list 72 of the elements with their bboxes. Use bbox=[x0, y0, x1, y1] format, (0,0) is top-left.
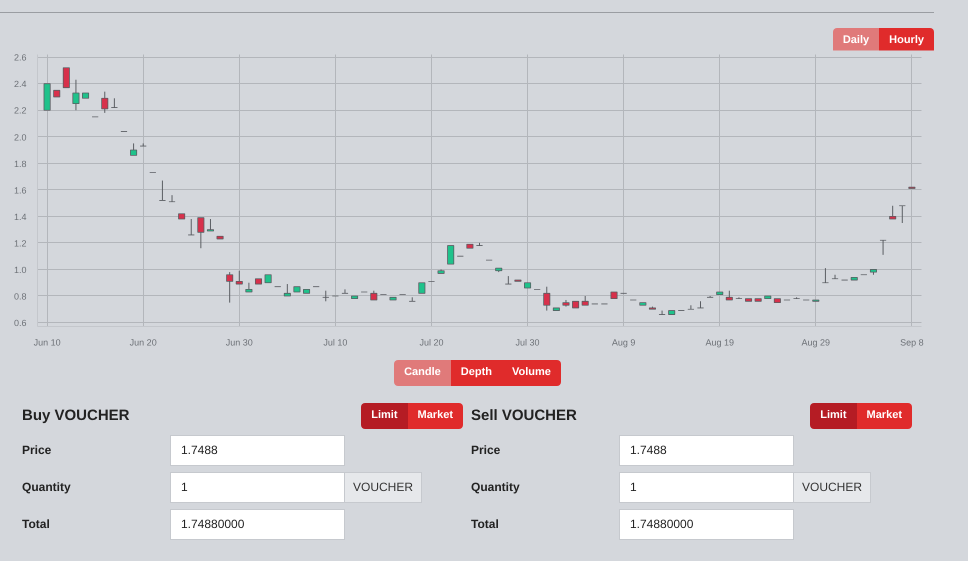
candlestick bbox=[130, 142, 138, 156]
text: 1.7488 bbox=[619, 434, 794, 466]
text: 1 bbox=[619, 472, 794, 504]
text: Market bbox=[856, 403, 912, 429]
candlestick bbox=[582, 295, 589, 306]
text: 1.74880000 bbox=[619, 508, 794, 540]
candlestick bbox=[370, 290, 378, 300]
candlestick bbox=[101, 91, 108, 114]
candlestick bbox=[168, 194, 176, 202]
text: Sell VOUCHER bbox=[471, 406, 577, 426]
x-tick-label: Sep 8 bbox=[900, 338, 924, 348]
candlestick bbox=[245, 282, 252, 292]
y-tick-label: 2.0 bbox=[14, 132, 27, 142]
x-tick-label: Jul 20 bbox=[419, 338, 444, 348]
candlestick bbox=[284, 284, 291, 296]
text: Price bbox=[22, 442, 52, 459]
candlestick bbox=[898, 205, 906, 224]
candlestick bbox=[880, 240, 887, 256]
candlestick bbox=[889, 205, 896, 220]
text: Hourly bbox=[879, 28, 934, 54]
text: Quantity bbox=[22, 478, 72, 496]
candlestick bbox=[158, 180, 166, 201]
y-tick-label: 1.8 bbox=[14, 158, 27, 169]
candlestick bbox=[197, 217, 204, 249]
y-tick-label: 1.6 bbox=[14, 185, 27, 196]
text: VOUCHER bbox=[345, 472, 422, 504]
y-tick-label: 1.4 bbox=[14, 212, 27, 222]
x-tick-label: Jul 30 bbox=[516, 338, 540, 348]
text: 1.7488 bbox=[170, 434, 345, 466]
text: Volume bbox=[502, 360, 561, 386]
text: VOUCHER bbox=[794, 472, 872, 504]
candlestick bbox=[226, 272, 234, 304]
candlestick bbox=[110, 98, 118, 108]
x-tick-label: Jun 10 bbox=[34, 338, 61, 348]
candlestick bbox=[447, 245, 454, 265]
candlestick bbox=[206, 218, 214, 232]
candlestick bbox=[236, 270, 243, 285]
text: 1 bbox=[170, 472, 345, 504]
text: Daily bbox=[832, 28, 880, 54]
candlestick bbox=[504, 276, 512, 285]
text: Candle bbox=[394, 360, 451, 386]
candlestick bbox=[322, 290, 330, 302]
text: Market bbox=[408, 403, 463, 429]
x-tick-label: Aug 29 bbox=[802, 338, 830, 348]
text: Price bbox=[471, 442, 502, 459]
candlestick bbox=[726, 290, 733, 300]
x-tick-label: Aug 9 bbox=[612, 338, 636, 348]
candlestick bbox=[188, 218, 195, 236]
text: Limit bbox=[361, 403, 408, 429]
text: Total bbox=[471, 516, 500, 533]
candlestick bbox=[72, 79, 80, 111]
candlestick bbox=[822, 268, 829, 284]
x-tick-label: Jun 20 bbox=[130, 338, 157, 348]
y-tick-label: 2.6 bbox=[14, 52, 27, 63]
y-tick-label: 2.4 bbox=[14, 79, 27, 90]
x-tick-label: Jul 10 bbox=[323, 338, 348, 348]
text: Depth bbox=[450, 360, 502, 386]
candlestick bbox=[62, 67, 70, 88]
x-tick-label: Jun 30 bbox=[226, 338, 253, 348]
y-tick-label: 1.2 bbox=[14, 238, 27, 248]
candlestick bbox=[543, 286, 550, 312]
text: Quantity bbox=[471, 478, 521, 496]
text: Buy VOUCHER bbox=[22, 406, 130, 426]
text: Limit bbox=[810, 403, 857, 429]
y-tick-label: 0.6 bbox=[14, 318, 27, 328]
y-tick-label: 2.2 bbox=[14, 106, 27, 116]
text: Total bbox=[22, 516, 51, 533]
y-tick-label: 0.8 bbox=[14, 291, 27, 302]
text: 1.74880000 bbox=[170, 508, 345, 540]
x-tick-label: Aug 19 bbox=[705, 338, 734, 348]
y-tick-label: 1.0 bbox=[14, 264, 27, 275]
candlestick bbox=[418, 282, 426, 294]
